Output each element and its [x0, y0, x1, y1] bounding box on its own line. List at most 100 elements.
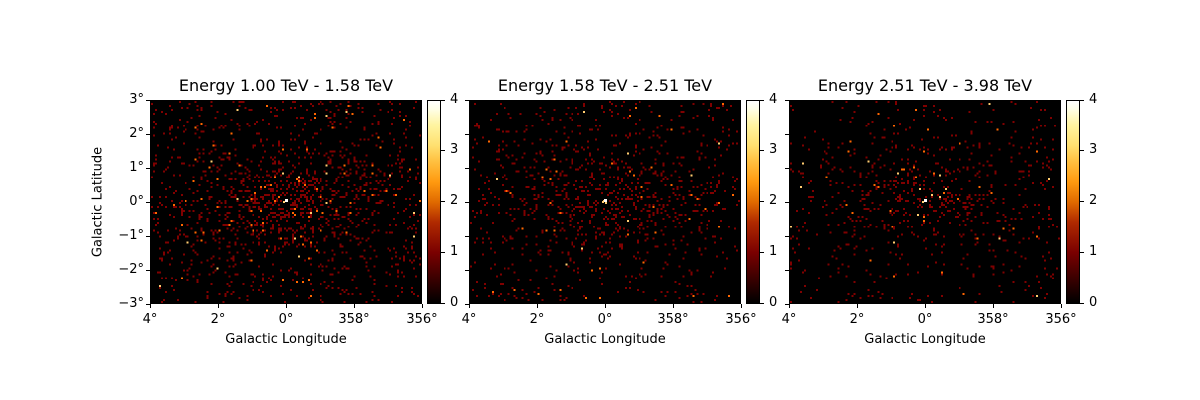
y-tick — [465, 304, 469, 305]
x-tick-label: 358° — [977, 312, 1009, 327]
x-tick — [422, 304, 423, 308]
x-tick — [925, 304, 926, 308]
colorbar-tick — [1080, 303, 1084, 304]
x-tick — [673, 304, 674, 308]
x-tick — [993, 304, 994, 308]
colorbar-label: 3 — [450, 142, 459, 157]
colorbar-tick — [441, 252, 445, 253]
colorbar-label: 1 — [450, 244, 459, 259]
y-tick-label: 1° — [129, 160, 144, 175]
x-tick — [469, 304, 470, 308]
x-tick — [218, 304, 219, 308]
y-tick — [785, 236, 789, 237]
colorbar-tick — [760, 150, 764, 151]
heatmap-canvas — [790, 101, 1060, 303]
x-tick-label: 0° — [597, 312, 613, 327]
colorbar — [746, 100, 760, 304]
y-tick — [465, 134, 469, 135]
colorbar-tick — [441, 201, 445, 202]
colorbar — [427, 100, 441, 304]
x-axis-label: Galactic Longitude — [544, 332, 666, 347]
heatmap-canvas — [470, 101, 740, 303]
y-tick — [146, 304, 150, 305]
colorbar-tick — [1080, 100, 1084, 101]
colorbar-label: 0 — [769, 295, 778, 310]
x-tick-label: 2° — [849, 312, 865, 327]
x-tick — [605, 304, 606, 308]
y-tick — [146, 236, 150, 237]
y-tick — [465, 100, 469, 101]
x-tick-label: 356° — [725, 312, 757, 327]
y-tick-label: 3° — [129, 92, 144, 107]
colorbar-tick — [1080, 201, 1084, 202]
y-tick — [465, 202, 469, 203]
y-tick — [785, 270, 789, 271]
colorbar-label: 2 — [769, 193, 778, 208]
colorbar-label: 1 — [769, 244, 778, 259]
y-tick-label: −2° — [118, 262, 144, 277]
colorbar-tick — [760, 303, 764, 304]
colorbar-tick — [1080, 252, 1084, 253]
x-tick-label: 356° — [406, 312, 438, 327]
y-tick-label: −3° — [118, 296, 144, 311]
x-tick — [354, 304, 355, 308]
x-tick-label: 2° — [529, 312, 545, 327]
colorbar-label: 1 — [1089, 244, 1098, 259]
colorbar-tick — [441, 150, 445, 151]
panel-title: Energy 1.58 TeV - 2.51 TeV — [497, 76, 713, 95]
colorbar-label: 0 — [1089, 295, 1098, 310]
y-tick — [785, 100, 789, 101]
y-tick — [785, 168, 789, 169]
x-tick — [857, 304, 858, 308]
panel-title: Energy 2.51 TeV - 3.98 TeV — [817, 76, 1033, 95]
x-tick-label: 358° — [657, 312, 689, 327]
panel-title: Energy 1.00 TeV - 1.58 TeV — [178, 76, 394, 95]
counts-map — [469, 100, 741, 304]
x-tick-label: 4° — [461, 312, 477, 327]
counts-map — [789, 100, 1061, 304]
x-tick — [286, 304, 287, 308]
x-tick-label: 356° — [1045, 312, 1077, 327]
colorbar-label: 4 — [1089, 92, 1098, 107]
x-tick-label: 2° — [210, 312, 226, 327]
x-tick — [150, 304, 151, 308]
colorbar-label: 3 — [1089, 142, 1098, 157]
colorbar-label: 3 — [769, 142, 778, 157]
x-tick-label: 358° — [338, 312, 370, 327]
counts-map — [150, 100, 422, 304]
colorbar — [1066, 100, 1080, 304]
colorbar-tick — [760, 201, 764, 202]
colorbar-label: 0 — [450, 295, 459, 310]
y-tick-label: −1° — [118, 228, 144, 243]
y-tick — [785, 134, 789, 135]
x-axis-label: Galactic Longitude — [864, 332, 986, 347]
y-tick — [785, 202, 789, 203]
colorbar-label: 4 — [450, 92, 459, 107]
y-tick-label: 2° — [129, 126, 144, 141]
x-tick-label: 0° — [917, 312, 933, 327]
x-tick — [537, 304, 538, 308]
x-tick-label: 4° — [142, 312, 158, 327]
colorbar-label: 2 — [450, 193, 459, 208]
y-tick-label: 0° — [129, 194, 144, 209]
colorbar-tick — [760, 100, 764, 101]
colorbar-tick — [441, 100, 445, 101]
x-tick — [1061, 304, 1062, 308]
y-tick — [465, 236, 469, 237]
y-tick — [146, 270, 150, 271]
y-tick — [465, 270, 469, 271]
x-tick — [741, 304, 742, 308]
colorbar-tick — [1080, 150, 1084, 151]
x-tick-label: 0° — [278, 312, 294, 327]
colorbar-tick — [441, 303, 445, 304]
colorbar-label: 2 — [1089, 193, 1098, 208]
y-tick — [465, 168, 469, 169]
y-tick — [785, 304, 789, 305]
y-tick — [146, 168, 150, 169]
x-tick — [789, 304, 790, 308]
y-tick — [146, 134, 150, 135]
colorbar-label: 4 — [769, 92, 778, 107]
x-tick-label: 4° — [781, 312, 797, 327]
y-tick — [146, 100, 150, 101]
y-tick — [146, 202, 150, 203]
